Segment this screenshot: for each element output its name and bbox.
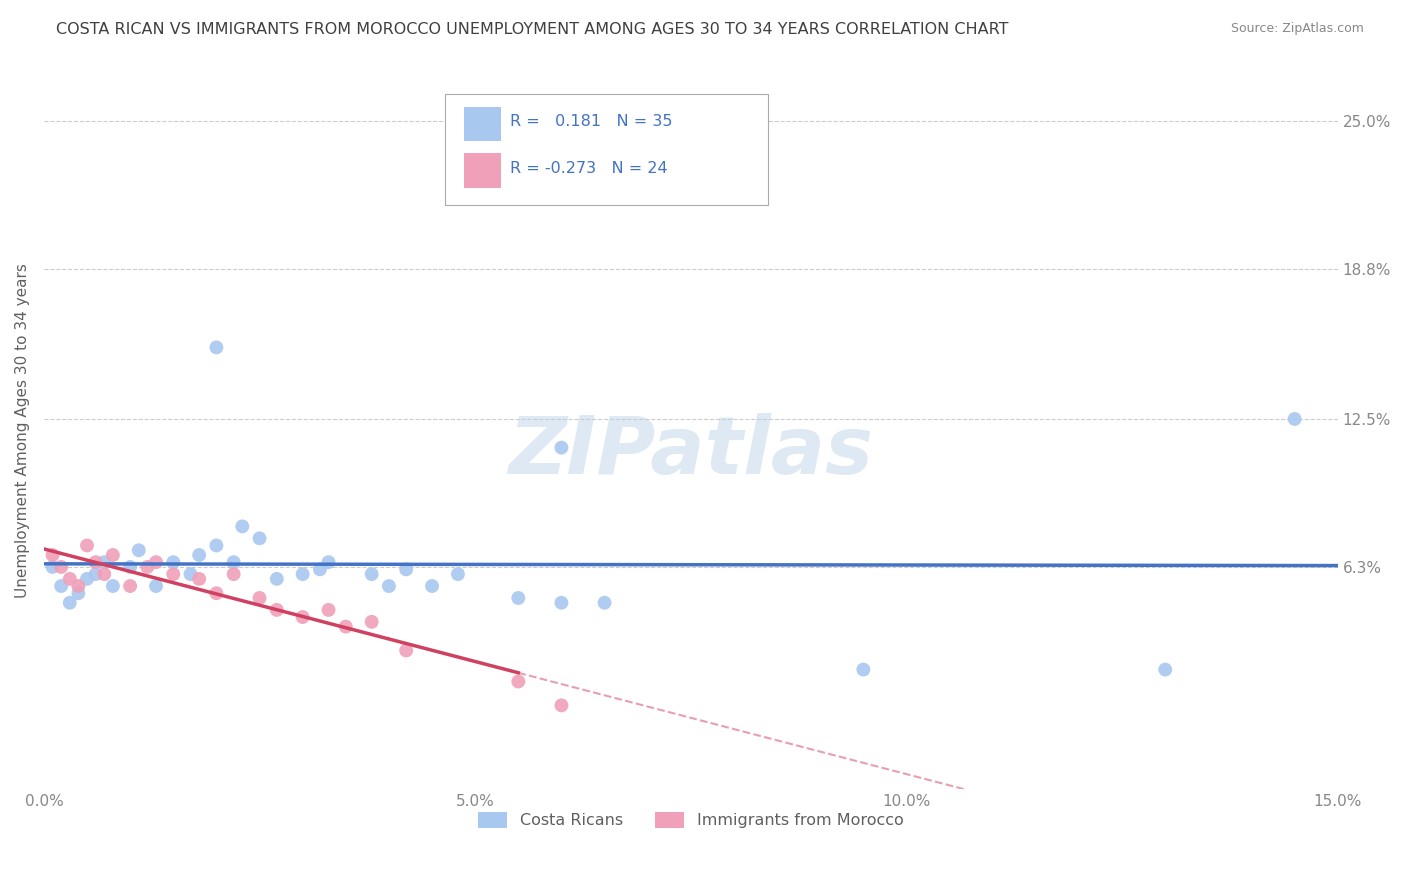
Point bbox=[852, 663, 875, 677]
Point bbox=[447, 567, 470, 582]
Point bbox=[550, 596, 572, 610]
Point bbox=[205, 539, 228, 553]
Point bbox=[120, 560, 142, 574]
Point bbox=[593, 596, 616, 610]
Bar bbox=[464, 107, 501, 141]
Point bbox=[145, 579, 167, 593]
Point bbox=[128, 543, 150, 558]
Point bbox=[266, 572, 288, 586]
Point bbox=[420, 579, 443, 593]
Point bbox=[120, 579, 142, 593]
Point bbox=[291, 610, 314, 624]
Point bbox=[84, 567, 107, 582]
Point bbox=[41, 560, 63, 574]
Point bbox=[84, 555, 107, 569]
Text: R =   0.181   N = 35: R = 0.181 N = 35 bbox=[510, 114, 672, 129]
Point bbox=[180, 567, 202, 582]
Point bbox=[205, 586, 228, 600]
Point bbox=[162, 555, 184, 569]
Point bbox=[335, 619, 357, 633]
Point bbox=[395, 562, 418, 576]
Point bbox=[205, 340, 228, 354]
Point bbox=[59, 572, 82, 586]
Point bbox=[550, 698, 572, 713]
Point bbox=[222, 555, 245, 569]
Point bbox=[309, 562, 332, 576]
Point bbox=[162, 567, 184, 582]
Point bbox=[266, 603, 288, 617]
Point bbox=[136, 560, 159, 574]
Point bbox=[49, 579, 72, 593]
Text: Source: ZipAtlas.com: Source: ZipAtlas.com bbox=[1230, 22, 1364, 36]
Point bbox=[360, 567, 382, 582]
Point bbox=[1284, 412, 1306, 426]
Point bbox=[188, 548, 211, 562]
Point bbox=[76, 539, 98, 553]
Point bbox=[222, 567, 245, 582]
FancyBboxPatch shape bbox=[444, 95, 769, 205]
Text: ZIPatlas: ZIPatlas bbox=[509, 413, 873, 491]
Point bbox=[101, 548, 124, 562]
Legend: Costa Ricans, Immigrants from Morocco: Costa Ricans, Immigrants from Morocco bbox=[472, 805, 910, 835]
Point bbox=[249, 591, 271, 605]
Point bbox=[395, 643, 418, 657]
Point bbox=[249, 531, 271, 545]
Point bbox=[291, 567, 314, 582]
Text: COSTA RICAN VS IMMIGRANTS FROM MOROCCO UNEMPLOYMENT AMONG AGES 30 TO 34 YEARS CO: COSTA RICAN VS IMMIGRANTS FROM MOROCCO U… bbox=[56, 22, 1008, 37]
Point bbox=[550, 441, 572, 455]
Point bbox=[59, 596, 82, 610]
Point bbox=[318, 555, 340, 569]
Y-axis label: Unemployment Among Ages 30 to 34 years: Unemployment Among Ages 30 to 34 years bbox=[15, 263, 30, 599]
Point bbox=[360, 615, 382, 629]
Point bbox=[318, 603, 340, 617]
Point bbox=[188, 572, 211, 586]
Point bbox=[101, 579, 124, 593]
Point bbox=[41, 548, 63, 562]
Point bbox=[67, 586, 90, 600]
Point bbox=[93, 567, 115, 582]
Point bbox=[378, 579, 401, 593]
Point bbox=[67, 579, 90, 593]
Point bbox=[231, 519, 253, 533]
Bar bbox=[464, 153, 501, 187]
Point bbox=[145, 555, 167, 569]
Text: R = -0.273   N = 24: R = -0.273 N = 24 bbox=[510, 161, 668, 176]
Point bbox=[76, 572, 98, 586]
Point bbox=[508, 591, 530, 605]
Point bbox=[1154, 663, 1177, 677]
Point bbox=[49, 560, 72, 574]
Point bbox=[508, 674, 530, 689]
Point bbox=[93, 555, 115, 569]
